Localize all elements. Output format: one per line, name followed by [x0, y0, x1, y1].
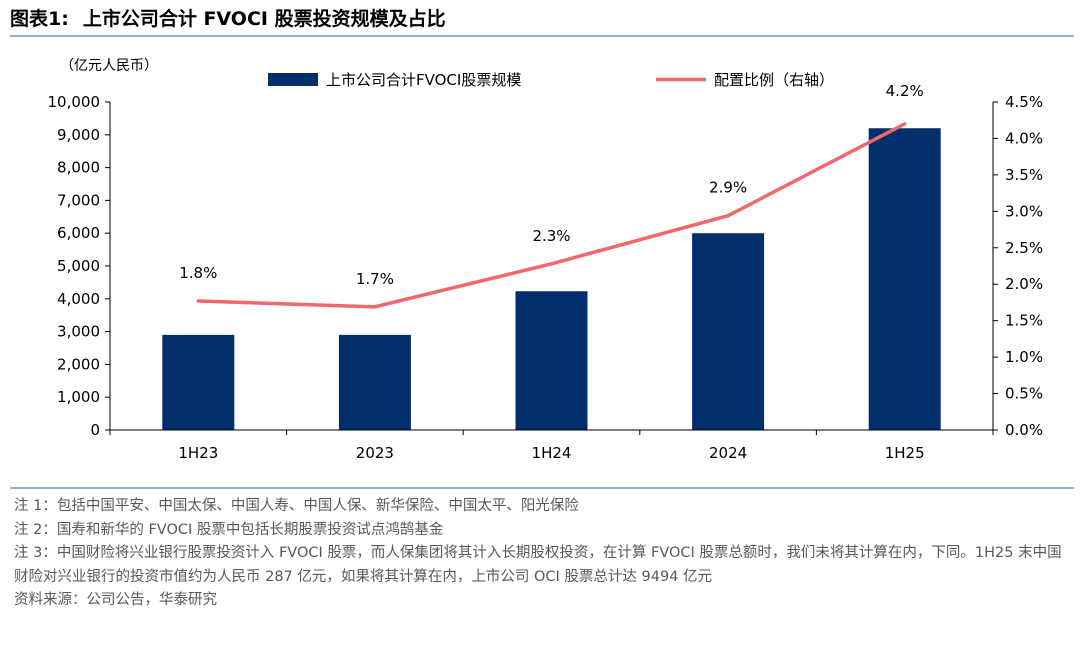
ratio-label-2024: 2.9%: [709, 179, 747, 197]
left-tick-label: 7,000: [57, 191, 100, 209]
bar-1H24: [515, 291, 588, 430]
bar-1H25: [868, 128, 941, 430]
right-tick-label: 0.5%: [1005, 385, 1043, 403]
x-tick-label: 2023: [356, 444, 394, 462]
left-tick-label: 2,000: [57, 355, 100, 373]
left-tick-label: 9,000: [57, 126, 100, 144]
ratio-label-2023: 1.7%: [356, 270, 394, 288]
figure-title: 图表1: 上市公司合计 FVOCI 股票投资规模及占比: [10, 4, 1074, 34]
left-tick-label: 0: [90, 421, 100, 439]
note-2: 注 2：国寿和新华的 FVOCI 股票中包括长期股票投资试点鸿鹄基金: [14, 521, 444, 538]
source-note: 资料来源：公司公告，华泰研究: [14, 592, 217, 608]
bar-2024: [692, 233, 765, 430]
bar-1H23: [162, 334, 235, 430]
left-tick-label: 5,000: [57, 257, 100, 275]
notes-divider: [10, 487, 1074, 489]
left-tick-label: 6,000: [57, 224, 100, 242]
right-tick-label: 3.5%: [1005, 166, 1043, 184]
chart: （亿元人民币） 上市公司合计FVOCI股票规模 配置比例（右轴） 0 1,000 2,00…: [48, 58, 1044, 462]
unit-label: （亿元人民币）: [60, 58, 158, 74]
note-1: 注 1：包括中国平安、中国太保、中国人寿、中国人保、新华保险、中国太平、阳光保险: [14, 498, 579, 514]
title-divider: [10, 35, 1074, 37]
right-tick-label: 1.0%: [1005, 348, 1043, 366]
right-tick-label: 3.0%: [1005, 202, 1043, 220]
x-tick-label: 1H23: [178, 444, 218, 462]
ratio-label-1H23: 1.8%: [179, 264, 217, 282]
x-tick-label: 1H24: [532, 444, 572, 462]
note-3: 注 3：中国财险将兴业银行股票投资计入 FVOCI 股票，而人保集团将其计入长期…: [14, 545, 1062, 585]
figure-label: 图表1:: [10, 8, 69, 30]
x-tick-label: 1H25: [885, 444, 925, 462]
legend-bar-label: 上市公司合计FVOCI股票规模: [326, 71, 521, 89]
figure-title-text: 上市公司合计 FVOCI 股票投资规模及占比: [82, 8, 446, 30]
left-tick-label: 1,000: [57, 388, 100, 406]
x-tick-label: 2024: [709, 444, 747, 462]
right-tick-label: 0.0%: [1005, 421, 1043, 439]
left-tick-label: 4,000: [57, 290, 100, 308]
right-tick-label: 2.5%: [1005, 239, 1043, 257]
ratio-label-1H24: 2.3%: [532, 227, 570, 245]
left-tick-label: 3,000: [57, 323, 100, 341]
bar-2023: [338, 334, 411, 430]
right-tick-label: 4.0%: [1005, 129, 1043, 147]
legend-line-label: 配置比例（右轴）: [714, 71, 834, 89]
left-tick-label: 10,000: [48, 93, 101, 111]
ratio-label-1H25: 4.2%: [886, 82, 924, 100]
right-tick-label: 4.5%: [1005, 93, 1043, 111]
right-tick-label: 2.0%: [1005, 275, 1043, 293]
left-tick-label: 8,000: [57, 159, 100, 177]
legend-bar-swatch: [268, 73, 318, 86]
ratio-line: [196, 122, 907, 309]
right-tick-label: 1.5%: [1005, 312, 1043, 330]
notes: 注 1：包括中国平安、中国太保、中国人寿、中国人保、新华保险、中国太平、阳光保险…: [14, 495, 1066, 613]
